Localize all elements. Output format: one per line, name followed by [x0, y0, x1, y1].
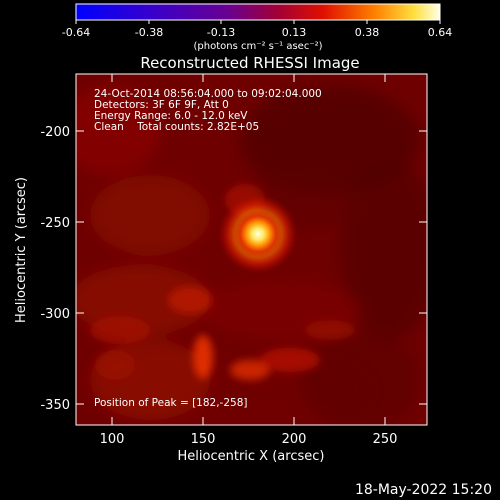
timestamp: 18-May-2022 15:20 — [355, 482, 492, 498]
plot-title: Reconstructed RHESSI Image — [140, 54, 359, 72]
colorbar-gradient — [75, 3, 441, 21]
colorbar-units: (photons cm⁻² s⁻¹ asec⁻²) — [193, 41, 322, 52]
rhessi-image — [76, 74, 427, 425]
info-line-detectors: Detectors: 3F 6F 9F, Att 0 — [94, 99, 229, 111]
y-tick-label: -250 — [40, 216, 70, 231]
x-axis-label: Heliocentric X (arcsec) — [178, 449, 325, 464]
peak-position-label: Position of Peak = [182,-258] — [94, 397, 248, 409]
colorbar-tick-label: -0.38 — [135, 26, 163, 39]
colorbar-tick-label: -0.13 — [207, 26, 235, 39]
y-tick-label: -200 — [40, 125, 70, 140]
x-tick-label: 150 — [191, 432, 216, 447]
y-tick-label: -300 — [40, 307, 70, 322]
colorbar-tick-label: 0.13 — [282, 26, 307, 39]
colorbar: -0.64 -0.38 -0.13 0.13 0.38 0.64 (photon… — [62, 3, 453, 52]
x-tick-label: 200 — [282, 432, 307, 447]
info-line-energy-range: Energy Range: 6.0 - 12.0 keV — [94, 110, 248, 122]
emission-features — [90, 184, 355, 380]
image-info-block: 24-Oct-2014 08:56:04.000 to 09:02:04.000… — [94, 88, 322, 133]
info-line-time-range: 24-Oct-2014 08:56:04.000 to 09:02:04.000 — [94, 88, 322, 100]
y-axis-label: Heliocentric Y (arcsec) — [14, 177, 29, 323]
colorbar-tick-label: 0.64 — [428, 26, 453, 39]
x-tick-label: 250 — [373, 432, 398, 447]
plot-frame — [75, 73, 428, 426]
colorbar-tick-label: -0.64 — [62, 26, 90, 39]
colorbar-tick-marks — [75, 20, 441, 24]
emission-diffuse — [76, 85, 427, 425]
x-tick-label: 100 — [100, 432, 125, 447]
x-axis-ticks — [111, 74, 386, 425]
colorbar-tick-label: 0.38 — [355, 26, 380, 39]
y-tick-label: -350 — [40, 398, 70, 413]
emission-peak — [218, 194, 298, 274]
y-axis-ticks — [76, 130, 427, 405]
info-line-clean-counts: Clean Total counts: 2.82E+05 — [94, 121, 259, 133]
